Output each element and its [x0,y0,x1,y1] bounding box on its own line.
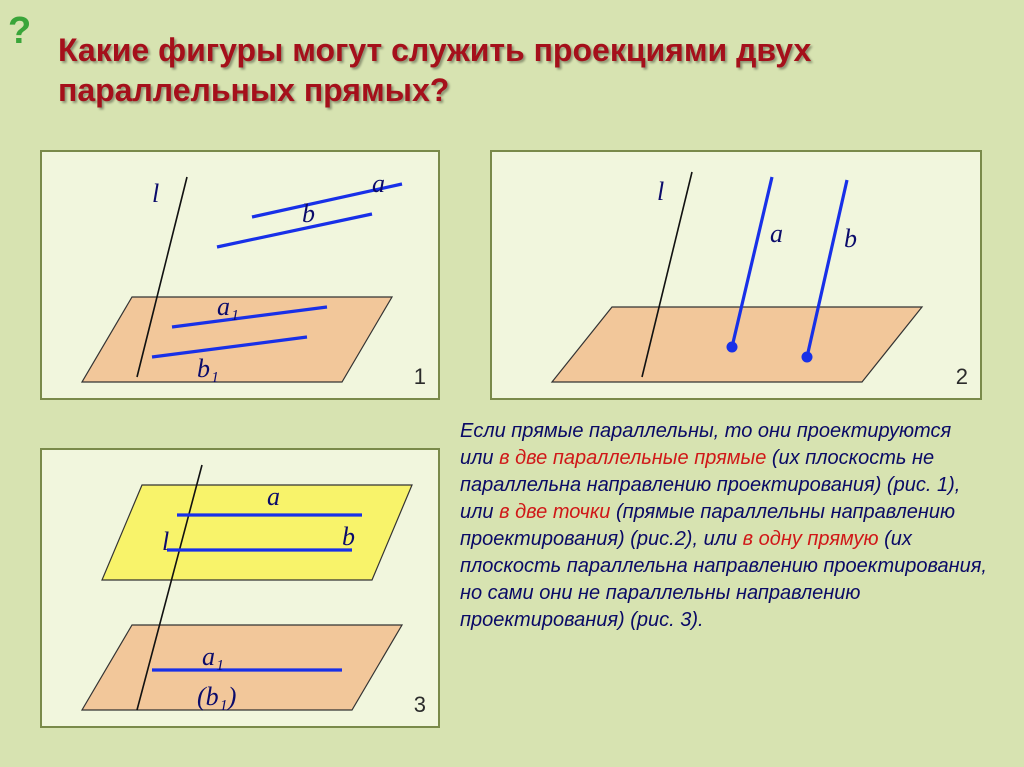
diagram-svg-3: l a b a₁ (b₁) [42,450,442,730]
explain-segment: в одну прямую [743,528,879,550]
svg-text:a: a [267,482,280,511]
explanation-text: Если прямые параллельны, то они проектир… [460,418,990,634]
svg-text:b: b [302,199,315,228]
svg-text:l: l [152,179,159,208]
panel-number-2: 2 [956,364,968,390]
diagram-panel-3: l a b a₁ (b₁) 3 [40,448,440,728]
svg-text:b: b [844,224,857,253]
panel-number-1: 1 [414,364,426,390]
slide-title: Какие фигуры могут служить проекциями дв… [58,30,996,110]
svg-text:a₁: a₁ [202,642,224,671]
question-mark-icon: ? [8,10,31,53]
slide: ? Какие фигуры могут служить проекциями … [0,0,1024,767]
svg-text:b: b [342,522,355,551]
svg-text:l: l [657,177,664,206]
diagram-panel-1: l a b a₁ b₁ 1 [40,150,440,400]
svg-text:(b₁): (b₁) [197,682,236,711]
svg-text:l: l [162,527,169,556]
svg-text:a: a [372,169,385,198]
diagram-svg-2: l a b [492,152,984,402]
svg-text:a: a [770,219,783,248]
panel-number-3: 3 [414,692,426,718]
explain-segment: в две параллельные прямые [499,447,766,469]
diagram-panel-2: l a b 2 [490,150,982,400]
explain-segment: в две точки [499,501,610,523]
diagram-svg-1: l a b a₁ b₁ [42,152,442,402]
svg-text:b₁: b₁ [197,354,219,383]
svg-text:a₁: a₁ [217,292,239,321]
